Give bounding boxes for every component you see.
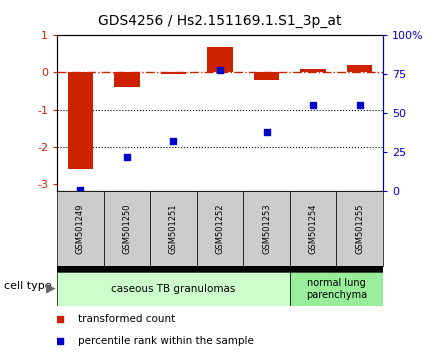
Bar xyxy=(207,46,233,73)
Text: normal lung
parenchyma: normal lung parenchyma xyxy=(306,278,367,300)
Text: GSM501254: GSM501254 xyxy=(308,203,318,253)
Point xyxy=(77,187,84,193)
Bar xyxy=(161,73,186,74)
Bar xyxy=(300,69,326,73)
Point xyxy=(57,338,64,343)
Point xyxy=(216,67,224,73)
Text: percentile rank within the sample: percentile rank within the sample xyxy=(78,336,254,346)
Text: GSM501252: GSM501252 xyxy=(216,203,224,253)
Text: GSM501250: GSM501250 xyxy=(122,203,132,253)
Bar xyxy=(57,272,290,306)
Text: cell type: cell type xyxy=(4,281,52,291)
Bar xyxy=(290,272,383,306)
Text: transformed count: transformed count xyxy=(78,314,176,324)
Point xyxy=(356,103,363,108)
Point xyxy=(263,129,270,135)
Bar xyxy=(150,191,197,266)
Point xyxy=(170,138,177,144)
Bar xyxy=(197,191,243,266)
Text: GSM501253: GSM501253 xyxy=(262,203,271,254)
Bar xyxy=(290,191,336,266)
Text: GSM501249: GSM501249 xyxy=(76,203,85,253)
Bar xyxy=(57,266,383,272)
Bar xyxy=(57,191,104,266)
Bar xyxy=(336,191,383,266)
Bar xyxy=(114,73,140,87)
Text: GDS4256 / Hs2.151169.1.S1_3p_at: GDS4256 / Hs2.151169.1.S1_3p_at xyxy=(98,14,342,28)
Point xyxy=(57,316,64,321)
Text: ▶: ▶ xyxy=(46,281,56,294)
Text: GSM501251: GSM501251 xyxy=(169,203,178,253)
Text: GSM501255: GSM501255 xyxy=(355,203,364,253)
Bar xyxy=(347,65,372,73)
Point xyxy=(309,103,316,108)
Bar xyxy=(243,191,290,266)
Bar xyxy=(104,191,150,266)
Bar xyxy=(68,73,93,169)
Text: caseous TB granulomas: caseous TB granulomas xyxy=(111,284,236,294)
Bar xyxy=(254,73,279,80)
Point xyxy=(124,154,131,160)
